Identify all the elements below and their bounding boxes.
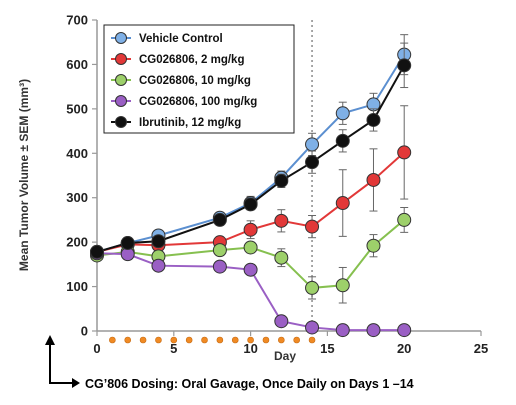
y-tick-label: 0 (81, 324, 88, 339)
data-point (335, 133, 350, 148)
dosing-marker (216, 336, 224, 344)
data-point (305, 137, 320, 152)
data-point (305, 320, 320, 335)
legend-marker (115, 53, 127, 65)
data-point (274, 213, 289, 228)
dosing-marker (109, 336, 116, 344)
dosing-marker (170, 336, 178, 344)
x-tick-label: 15 (320, 341, 334, 356)
data-point (305, 155, 320, 170)
data-point (366, 323, 381, 338)
y-tick-label: 200 (66, 235, 88, 250)
legend-box (103, 24, 295, 134)
y-tick-label: 300 (66, 190, 88, 205)
data-point (397, 145, 412, 160)
data-point (243, 262, 258, 277)
y-tick-label: 400 (66, 146, 88, 161)
data-point (397, 323, 412, 338)
data-point (305, 219, 320, 234)
x-tick-label: 10 (243, 341, 257, 356)
data-point (274, 250, 289, 265)
data-point (397, 212, 412, 227)
data-point (212, 243, 227, 258)
data-point (243, 222, 258, 237)
data-point (212, 212, 227, 227)
legend-label: Vehicle Control (139, 33, 223, 45)
dosing-marker (293, 336, 300, 344)
data-point (151, 234, 166, 249)
x-axis-title: Day (274, 349, 296, 363)
data-point (305, 280, 320, 295)
legend: Vehicle Control CG026806, 2 mg/kg CG026806… (103, 24, 295, 134)
series-line (96, 252, 405, 332)
series-line (96, 219, 405, 289)
y-tick-label: 500 (66, 101, 88, 116)
dosing-footnote: CG’806 Dosing: Oral Gavage, Once Daily o… (45, 335, 414, 391)
y-tick-label: 600 (66, 57, 88, 72)
dosing-marker (247, 336, 254, 344)
series (90, 42, 412, 259)
data-point (366, 238, 381, 253)
dosing-marker (201, 336, 208, 344)
dosing-markers (109, 336, 316, 344)
data-point (212, 259, 227, 274)
data-point (90, 244, 104, 259)
x-tick-label: 5 (170, 341, 177, 356)
legend-marker (115, 74, 127, 86)
y-tick-label: 100 (66, 279, 88, 294)
legend-label: CG026806, 10 mg/kg (139, 75, 251, 87)
dosing-marker (308, 336, 316, 344)
legend-label: Ibrutinib, 12 mg/kg (139, 117, 241, 129)
data-point (397, 58, 412, 73)
data-point (335, 323, 350, 338)
series-line (96, 64, 406, 253)
legend-marker (115, 32, 127, 44)
footnote-pointer-icon (72, 378, 80, 388)
data-point (243, 197, 258, 212)
axes: 0 100 200 300 400 500 600 700 0 5 10 15 20 25 (66, 13, 488, 357)
series-line (96, 151, 405, 253)
x-tick-label: 0 (93, 341, 100, 356)
legend-label: CG026806, 100 mg/kg (139, 96, 257, 108)
legend-label: CG026806, 2 mg/kg (139, 54, 244, 66)
dosing-marker (231, 336, 239, 344)
footnote-arrow-icon (45, 335, 55, 345)
dosing-marker (262, 336, 270, 344)
legend-marker (115, 95, 127, 107)
x-tick-label: 25 (474, 341, 488, 356)
data-point (335, 278, 350, 293)
data-point (335, 106, 350, 121)
footnote-bracket (49, 343, 72, 384)
legend-marker (115, 116, 127, 128)
dosing-marker (185, 336, 193, 344)
y-tick-label: 700 (66, 13, 88, 28)
series-group (90, 34, 412, 338)
series-line (96, 54, 406, 253)
dosing-marker (155, 336, 162, 344)
data-point (120, 236, 135, 251)
y-axis-title: Mean Tumor Volume ± SEM (mm³) (17, 79, 31, 271)
dosing-marker (278, 336, 285, 344)
data-point (366, 172, 381, 187)
dosing-note: CG’806 Dosing: Oral Gavage, Once Daily o… (85, 377, 414, 391)
data-point (335, 196, 350, 211)
x-tick-label: 20 (397, 341, 411, 356)
dosing-marker (124, 336, 132, 344)
data-point (243, 240, 258, 255)
data-point (274, 314, 289, 329)
data-point (366, 112, 381, 127)
data-point (274, 173, 289, 188)
data-point (151, 258, 166, 273)
dosing-marker (139, 336, 147, 344)
